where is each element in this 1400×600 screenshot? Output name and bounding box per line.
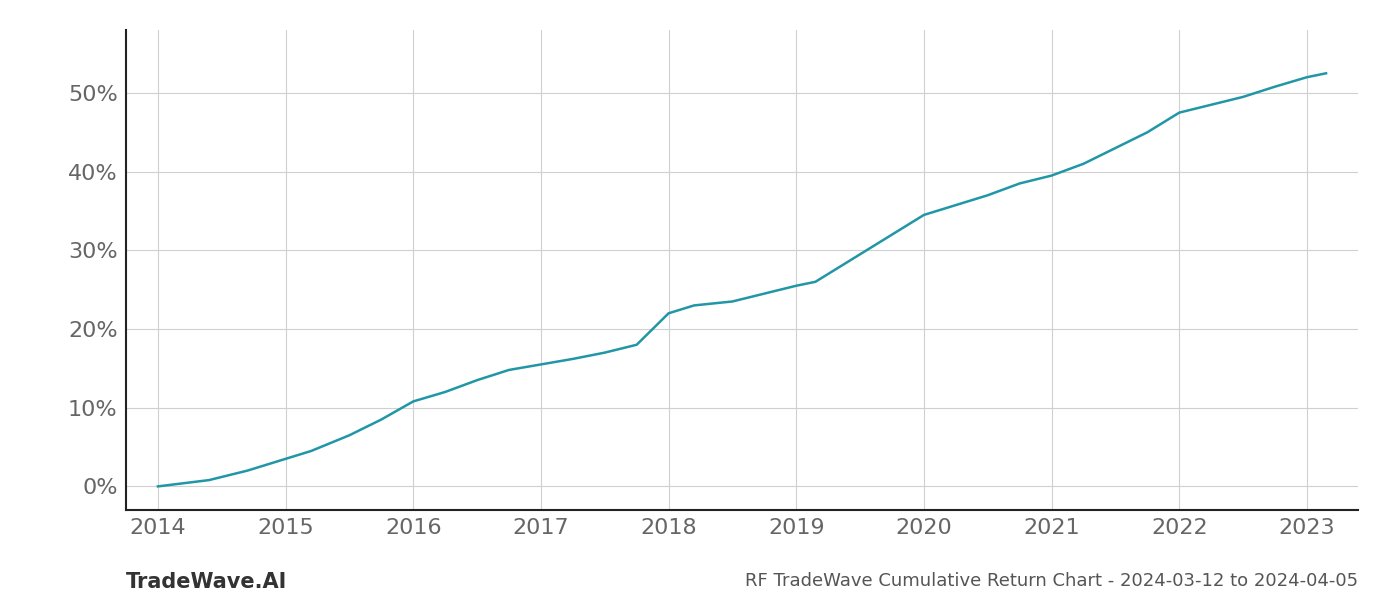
Text: RF TradeWave Cumulative Return Chart - 2024-03-12 to 2024-04-05: RF TradeWave Cumulative Return Chart - 2… bbox=[745, 572, 1358, 590]
Text: TradeWave.AI: TradeWave.AI bbox=[126, 572, 287, 592]
